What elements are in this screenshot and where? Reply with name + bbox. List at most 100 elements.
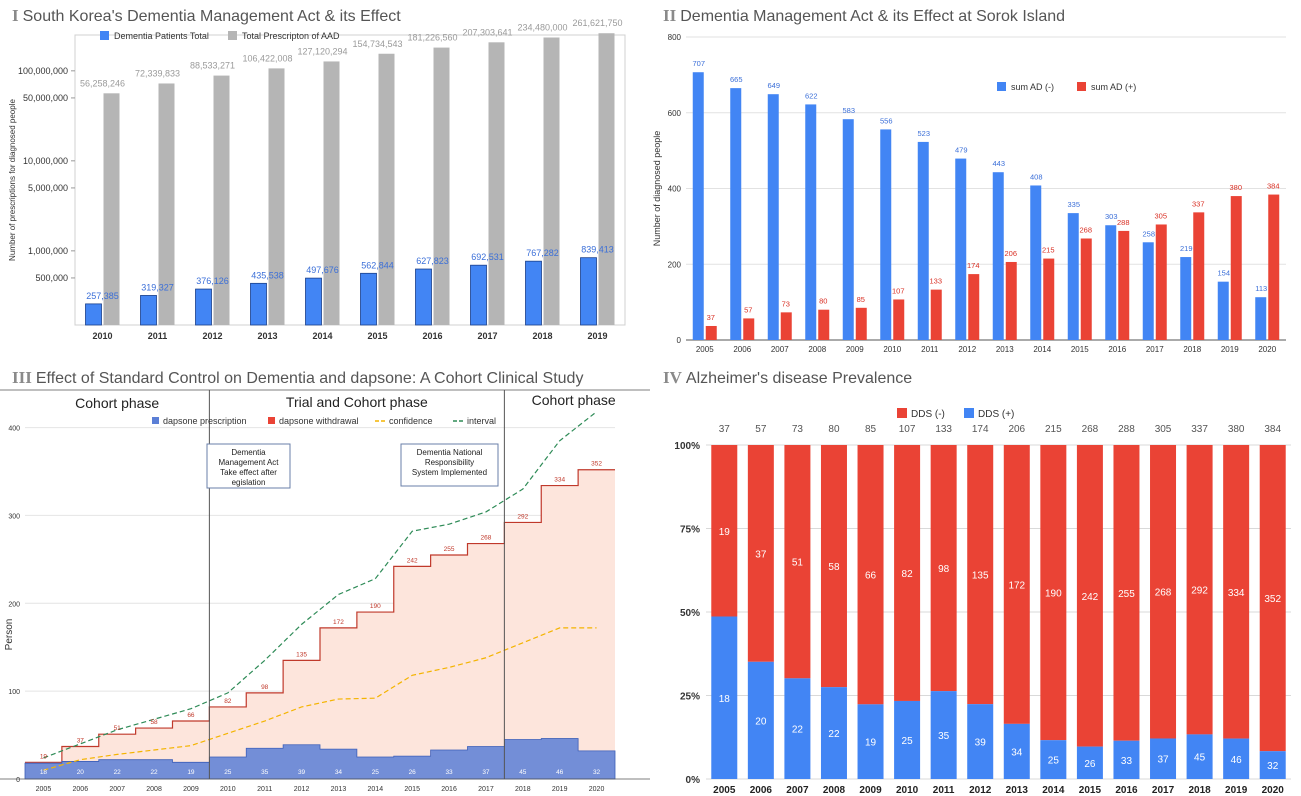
data-label-sum-ad-positive: 85 xyxy=(857,295,865,304)
data-label-dds-negative: 268 xyxy=(1155,588,1172,599)
x-tick-label: 2012 xyxy=(202,331,222,341)
x-tick-label: 2012 xyxy=(958,345,976,354)
bar-dds-positive xyxy=(1150,738,1177,779)
x-tick-label: 2005 xyxy=(696,345,714,354)
x-tick-label: 2019 xyxy=(1221,345,1239,354)
data-label-dementia-patients: 767,282 xyxy=(526,248,559,258)
data-label-prescription: 25 xyxy=(224,769,232,776)
data-label-dds-negative: 37 xyxy=(755,549,767,560)
data-label-prescription: 32 xyxy=(593,769,601,776)
data-label-dementia-patients: 562,844 xyxy=(361,260,394,270)
total-label: 384 xyxy=(1264,424,1281,435)
legend-swatch-total-prescription xyxy=(228,31,237,40)
legend-label: interval xyxy=(467,416,496,426)
data-label-prescription: 37 xyxy=(482,769,490,776)
x-tick-label: 2011 xyxy=(921,345,939,354)
bar-total-prescription xyxy=(213,75,230,326)
data-label-total-prescription: 261,621,750 xyxy=(572,18,622,28)
data-label-dds-positive: 26 xyxy=(1084,759,1096,770)
bar-dementia-patients xyxy=(580,257,597,326)
x-tick-label: 2005 xyxy=(36,786,52,793)
chart-alzheimers-prevalence: 0% 25% 50% 75% 100% 19 18 37 2005 37 20 57 2006 51 22 7… xyxy=(674,408,1291,796)
data-label-dementia-patients: 839,413 xyxy=(581,245,614,255)
bar-dds-positive xyxy=(711,616,738,779)
data-label-total-prescription: 234,480,000 xyxy=(517,23,567,33)
bar-dds-negative xyxy=(930,445,957,692)
bar-sum-ad-positive xyxy=(1193,212,1205,340)
data-label-dds-negative: 135 xyxy=(972,571,989,582)
bar-dds-positive xyxy=(1223,738,1250,779)
bar-sum-ad-positive xyxy=(1155,224,1167,340)
data-label-dementia-patients: 257,385 xyxy=(86,291,119,301)
data-label-dds-negative: 352 xyxy=(1264,594,1281,605)
bar-sum-ad-positive xyxy=(1043,258,1055,340)
total-label: 73 xyxy=(792,424,804,435)
data-label-dds-negative: 58 xyxy=(828,562,840,573)
data-label-dementia-patients: 376,126 xyxy=(196,276,229,286)
x-tick-label: 2019 xyxy=(587,331,607,341)
data-label-sum-ad-negative: 649 xyxy=(767,81,780,90)
data-label-dds-negative: 255 xyxy=(1118,589,1135,600)
data-label-prescription: 46 xyxy=(556,769,564,776)
chart-south-korea: 100,000,000 50,000,000 10,000,000 5,000,000… xyxy=(8,18,626,341)
data-label-sum-ad-positive: 215 xyxy=(1042,246,1055,255)
panel-title: II Dementia Management Act & its Effect a… xyxy=(663,6,1065,26)
total-label: 133 xyxy=(935,424,952,435)
data-label-sum-ad-positive: 380 xyxy=(1229,183,1242,192)
bar-sum-ad-positive xyxy=(1005,261,1017,340)
data-label-prescription: 20 xyxy=(77,769,85,776)
data-label-withdrawal: 352 xyxy=(591,461,602,468)
data-label-dds-positive: 37 xyxy=(1157,755,1169,766)
bar-dementia-patients xyxy=(195,288,212,326)
data-label-sum-ad-positive: 174 xyxy=(967,261,980,270)
legend-label-sum-ad-positive: sum AD (+) xyxy=(1091,82,1136,92)
data-label-total-prescription: 154,734,543 xyxy=(352,39,402,49)
data-label-sum-ad-negative: 113 xyxy=(1255,284,1267,293)
bar-dds-positive xyxy=(967,704,994,779)
annotation-national-responsibility-text: System Implemented xyxy=(412,468,487,477)
data-label-dds-negative: 19 xyxy=(719,527,731,538)
x-tick-label: 2015 xyxy=(404,786,420,793)
y-tick-label: 500,000 xyxy=(35,273,68,283)
data-label-withdrawal: 58 xyxy=(150,719,158,726)
data-label-sum-ad-positive: 268 xyxy=(1079,225,1092,234)
x-tick-label: 2011 xyxy=(257,786,272,793)
data-label-prescription: 45 xyxy=(519,769,527,776)
bar-dds-negative xyxy=(711,445,738,617)
annotation-national-responsibility-box xyxy=(400,443,499,487)
y-tick-label: 25% xyxy=(680,692,700,703)
bar-dds-negative xyxy=(1223,445,1250,739)
data-label-dementia-patients: 497,676 xyxy=(306,265,339,275)
x-tick-label: 2012 xyxy=(294,786,310,793)
total-label: 57 xyxy=(755,424,767,435)
bar-dds-negative xyxy=(1040,445,1067,741)
x-tick-label: 2009 xyxy=(859,785,882,796)
data-label-dds-positive: 34 xyxy=(1011,747,1023,758)
data-label-dementia-patients: 319,327 xyxy=(141,282,174,292)
x-tick-label: 2018 xyxy=(515,786,531,793)
bar-sum-ad-negative xyxy=(992,172,1004,340)
x-tick-label: 2010 xyxy=(92,331,112,341)
phase-label-trial: Trial and Cohort phase xyxy=(286,394,428,410)
total-label: 80 xyxy=(828,424,840,435)
data-label-sum-ad-negative: 258 xyxy=(1142,229,1155,238)
y-tick-label: 300 xyxy=(8,513,20,520)
data-label-dds-negative: 242 xyxy=(1082,592,1099,603)
bar-sum-ad-positive xyxy=(930,289,942,340)
bar-sum-ad-negative xyxy=(955,158,967,340)
annotation-management-act-box xyxy=(206,443,291,489)
data-label-withdrawal: 190 xyxy=(370,603,381,610)
x-tick-label: 2017 xyxy=(478,786,494,793)
panel-south-korea-act: I South Korea's Dementia Management Act &… xyxy=(0,0,650,360)
data-label-prescription: 34 xyxy=(335,769,343,776)
data-label-dds-positive: 25 xyxy=(902,736,914,747)
x-tick-label: 2008 xyxy=(808,345,826,354)
legend-swatch-dementia-patients xyxy=(100,31,109,40)
data-label-prescription: 35 xyxy=(261,769,269,776)
bar-total-prescription xyxy=(543,37,560,325)
x-tick-label: 2012 xyxy=(969,785,992,796)
data-label-total-prescription: 72,339,833 xyxy=(135,68,180,78)
bar-sum-ad-negative xyxy=(1030,185,1042,340)
data-label-prescription: 39 xyxy=(298,769,306,776)
data-label-dementia-patients: 692,531 xyxy=(471,252,504,262)
